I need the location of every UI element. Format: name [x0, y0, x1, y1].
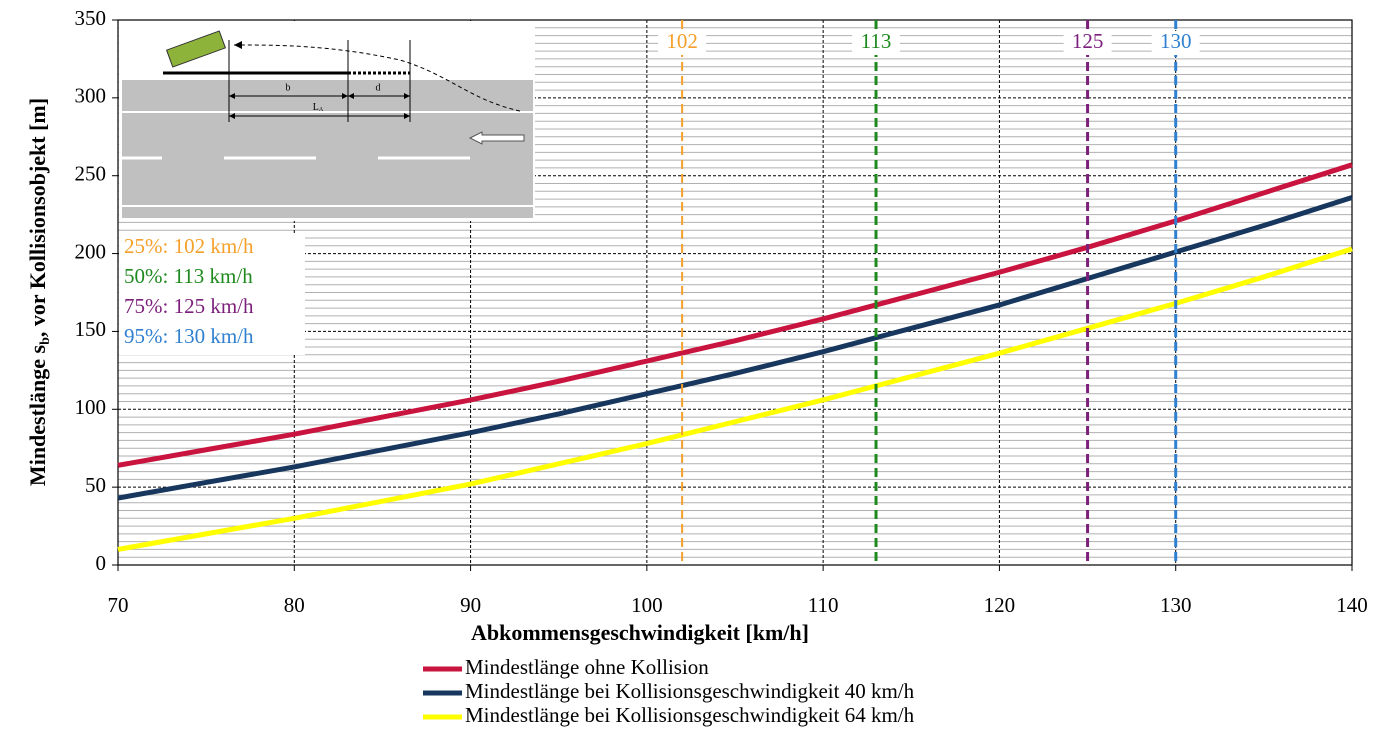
direction-arrow — [468, 131, 525, 145]
annotation: 75%: 125 km/h — [124, 294, 254, 318]
legend-label: Mindestlänge bei Kollisionsgeschwindigke… — [465, 679, 915, 703]
trajectory — [233, 44, 521, 112]
reference-label: 113 — [861, 29, 892, 53]
annotation-box — [119, 233, 305, 355]
reference-label: 125 — [1072, 29, 1104, 53]
inset-label: LA — [313, 102, 324, 113]
inset-diagram: b d LA — [119, 21, 535, 221]
legend-label: Mindestlänge bei Kollisionsgeschwindigke… — [465, 703, 915, 727]
y-tick-label: 0 — [96, 551, 107, 575]
trajectory-head — [234, 41, 242, 49]
reference-label-bg — [1063, 31, 1112, 55]
annotation: 25%: 102 km/h — [124, 234, 254, 258]
x-tick-label: 120 — [984, 593, 1016, 617]
y-tick-label: 150 — [75, 317, 107, 341]
reference-label-bg — [852, 31, 901, 55]
y-axis-label-sub: b — [38, 337, 53, 345]
y-tick-label: 50 — [85, 473, 106, 497]
y-tick-label: 200 — [75, 239, 107, 263]
annotation: 95%: 130 km/h — [124, 324, 254, 348]
inset-label: b — [286, 82, 291, 93]
vehicle — [165, 30, 227, 68]
x-axis-label: Abkommensgeschwindigkeit [km/h] — [471, 620, 809, 645]
x-tick-label: 80 — [284, 593, 305, 617]
y-tick-label: 350 — [75, 6, 107, 30]
reference-label-bg — [658, 31, 707, 55]
x-tick-label: 140 — [1336, 593, 1368, 617]
y-tick-label: 300 — [75, 84, 107, 108]
legend-label: Mindestlänge ohne Kollision — [465, 655, 709, 679]
y-axis-label-main: Mindestlänge s — [25, 344, 50, 486]
y-tick-label: 250 — [75, 162, 107, 186]
road — [122, 80, 533, 218]
inset-label-main: L — [313, 102, 319, 113]
y-axis-label: Mindestlänge sb, vor Kollisionsobjekt [m… — [25, 98, 53, 486]
x-tick-label: 90 — [460, 593, 481, 617]
x-tick-label: 130 — [1160, 593, 1192, 617]
series-line — [117, 162, 1353, 468]
x-tick-label: 70 — [108, 593, 129, 617]
series-line — [117, 195, 1353, 501]
reference-label: 102 — [666, 29, 698, 53]
annotation: 50%: 113 km/h — [124, 264, 253, 288]
inset-label-sub: A — [319, 107, 324, 113]
y-axis-label-rest: , vor Kollisionsobjekt [m] — [25, 98, 50, 337]
x-tick-label: 110 — [808, 593, 839, 617]
y-tick-label: 100 — [75, 395, 107, 419]
reference-label: 130 — [1160, 29, 1192, 53]
series-line — [117, 246, 1353, 552]
reference-label-bg — [1151, 31, 1200, 55]
plot-frame — [117, 19, 1353, 566]
x-tick-label: 100 — [631, 593, 663, 617]
inset-label: d — [376, 82, 381, 93]
